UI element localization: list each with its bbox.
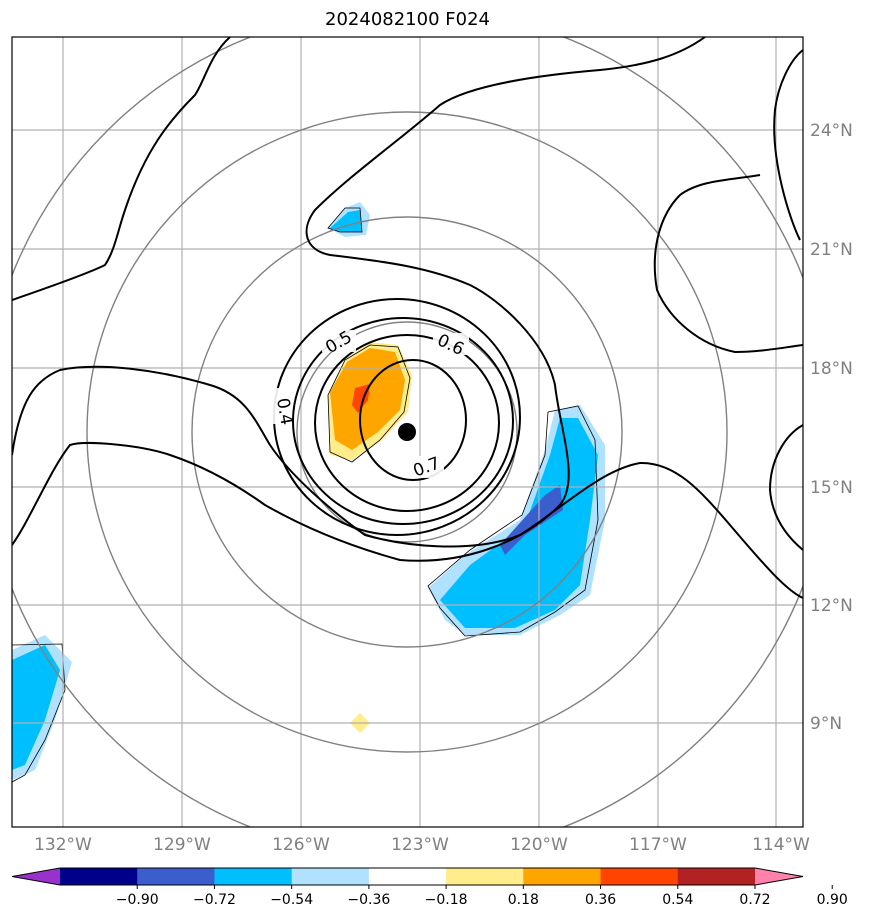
lat-label: 9°N [810,714,842,734]
contour-lines [12,37,803,599]
colorbar-segment [368,868,447,885]
colorbar-segment [291,868,370,885]
colorbar-segment [677,868,756,885]
colorbar-segment [60,868,138,885]
colorbar-segment [446,868,524,885]
colorbar-tick-label: 0.72 [739,892,770,908]
lat-label: 12°N [810,596,853,616]
contour-label-04: 0.4 [272,396,296,426]
colorbar-tick-label: −0.90 [116,892,159,908]
lon-label: 123°W [391,835,449,855]
colorbar-segment [523,868,602,885]
colorbar-tick-label: −0.54 [270,892,313,908]
colorbar-segment [600,868,679,885]
colorbar-tick-label: 0.90 [817,892,848,908]
lon-label: 117°W [629,835,687,855]
lat-label: 18°N [810,359,853,379]
colorbar: −0.90 −0.72 −0.54 −0.36 −0.18 0.18 0.36 0.54 0.7… [11,867,848,908]
colorbar-outline [11,867,804,886]
colorbar-segment [214,868,293,885]
lat-label: 15°N [810,478,853,498]
colorbar-extend-low [12,868,60,885]
lon-label: 126°W [272,835,330,855]
map-content [12,37,803,827]
lat-label: 21°N [810,240,853,260]
lon-labels: 132°W 129°W 126°W 123°W 120°W 117°W 114°… [34,835,810,855]
map-frame [11,36,804,828]
map-title: 2024082100 F024 [325,9,490,30]
lon-label: 132°W [34,835,92,855]
colorbar-segment [137,868,215,885]
colorbar-tick-label: 0.18 [508,892,539,908]
lat-labels: 24°N 21°N 18°N 15°N 12°N 9°N [810,121,853,734]
colorbar-extend-high [755,868,803,885]
colorbar-tick-label: −0.18 [425,892,468,908]
colorbar-tick-label: −0.36 [347,892,390,908]
colorbar-tick-label: 0.36 [585,892,616,908]
lon-label: 114°W [752,835,810,855]
storm-center-marker [398,423,416,441]
range-rings [12,37,803,827]
colorbar-tick-label: 0.54 [662,892,693,908]
colorbar-tick-label: −0.72 [193,892,236,908]
lon-label: 129°W [153,835,211,855]
gridlines [12,37,803,827]
lon-label: 120°W [510,835,568,855]
shaded-field [12,202,605,783]
lat-label: 24°N [810,121,853,141]
